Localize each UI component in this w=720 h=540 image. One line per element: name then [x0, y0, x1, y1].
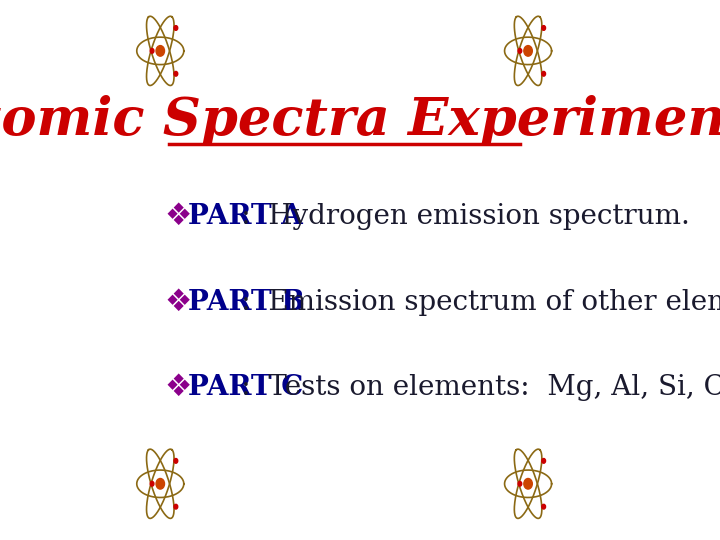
Circle shape — [174, 458, 178, 463]
Circle shape — [541, 458, 546, 463]
Text: PART A: PART A — [188, 203, 303, 230]
Text: ❖: ❖ — [165, 202, 192, 231]
Circle shape — [174, 25, 178, 30]
Circle shape — [150, 49, 154, 53]
Circle shape — [518, 482, 522, 486]
Text: :  Hydrogen emission spectrum.: : Hydrogen emission spectrum. — [188, 203, 690, 230]
Circle shape — [156, 45, 164, 56]
Text: :  Emission spectrum of other elements.: : Emission spectrum of other elements. — [188, 288, 720, 315]
Text: Atomic Spectra Experiment: Atomic Spectra Experiment — [0, 95, 720, 146]
Circle shape — [156, 478, 164, 489]
Text: :  Tests on elements:  Mg, Al, Si, Ca & Zn.: : Tests on elements: Mg, Al, Si, Ca & Zn… — [188, 374, 720, 401]
Circle shape — [541, 71, 546, 76]
Circle shape — [150, 482, 154, 486]
Text: ❖: ❖ — [165, 373, 192, 402]
Text: PART C: PART C — [188, 374, 303, 401]
Circle shape — [524, 45, 532, 56]
Circle shape — [174, 504, 178, 509]
Circle shape — [518, 49, 522, 53]
Text: PART B: PART B — [188, 288, 305, 315]
Circle shape — [524, 478, 532, 489]
Circle shape — [174, 71, 178, 76]
Text: ❖: ❖ — [165, 288, 192, 316]
Circle shape — [541, 25, 546, 30]
Circle shape — [541, 504, 546, 509]
